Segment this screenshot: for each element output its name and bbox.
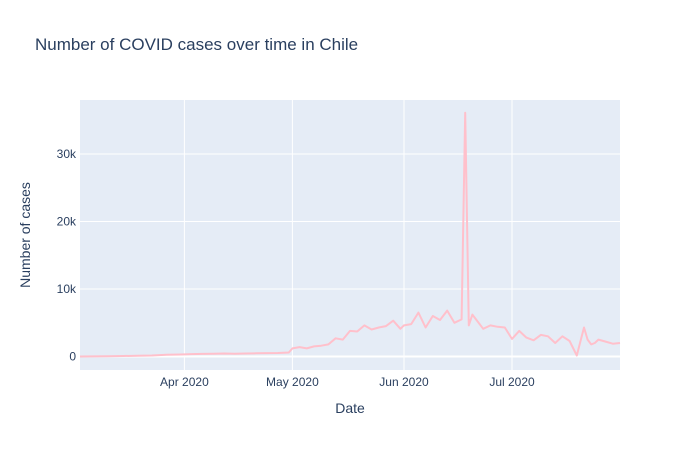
y-tick-label: 10k bbox=[57, 282, 77, 296]
series-layer bbox=[79, 111, 621, 358]
plot-area bbox=[80, 100, 620, 370]
x-tick-label: Apr 2020 bbox=[160, 375, 209, 389]
x-tick-label: Jul 2020 bbox=[489, 375, 535, 389]
series-line bbox=[79, 111, 621, 358]
x-tick-label: May 2020 bbox=[266, 375, 319, 389]
y-tick-label: 30k bbox=[57, 147, 77, 161]
chart-title: Number of COVID cases over time in Chile bbox=[35, 35, 358, 54]
y-axis-ticks: 0 10k 20k 30k bbox=[57, 147, 77, 364]
x-axis-ticks: Apr 2020 May 2020 Jun 2020 Jul 2020 bbox=[160, 375, 535, 389]
y-axis-title: Number of cases bbox=[17, 182, 33, 288]
x-tick-label: Jun 2020 bbox=[379, 375, 429, 389]
y-tick-label: 20k bbox=[57, 215, 77, 229]
x-axis-title: Date bbox=[335, 400, 365, 416]
y-tick-label: 0 bbox=[69, 350, 76, 364]
